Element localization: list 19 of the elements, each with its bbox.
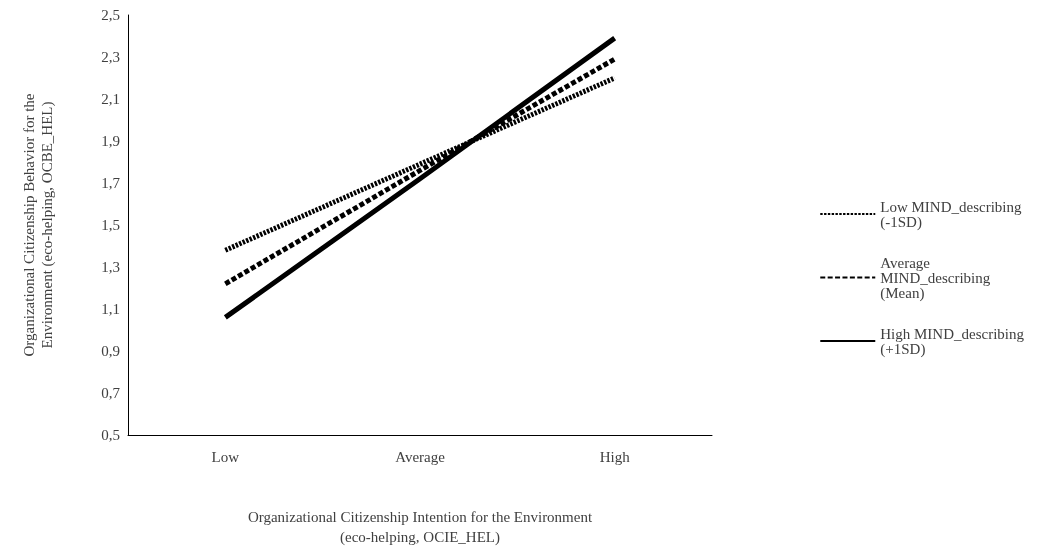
- y-tick-label: 0,9: [101, 343, 120, 359]
- y-tick-label: 1,1: [101, 301, 120, 317]
- x-tick-label: Average: [395, 448, 446, 465]
- x-tick-label: Low: [211, 448, 240, 465]
- legend-label: Low MIND_describing (-1SD): [880, 198, 1022, 231]
- legend-label: Average MIND_describing (Mean): [880, 254, 991, 302]
- x-tick-label: High: [599, 448, 631, 465]
- y-tick-label: 1,5: [101, 217, 120, 233]
- y-tick-label: 0,5: [101, 427, 120, 443]
- y-tick-label: 2,3: [101, 49, 120, 65]
- y-axis-title: Organizational Citizenship Behavior for the Environment (eco-helping, OCBE_HEL): [21, 93, 56, 357]
- y-tick-label: 2,1: [101, 91, 120, 107]
- y-tick-label: 1,3: [101, 259, 120, 275]
- y-tick-label: 1,7: [101, 175, 121, 191]
- y-tick-label: 1,9: [101, 133, 120, 149]
- x-axis-title: Organizational Citizenship Intention for the Environment (eco-helping, OCIE_HEL): [247, 509, 593, 546]
- legend-label: High MIND_describing (+1SD): [880, 325, 1025, 358]
- y-tick-label: 0,7: [101, 385, 121, 401]
- y-tick-label: 2,5: [101, 7, 120, 23]
